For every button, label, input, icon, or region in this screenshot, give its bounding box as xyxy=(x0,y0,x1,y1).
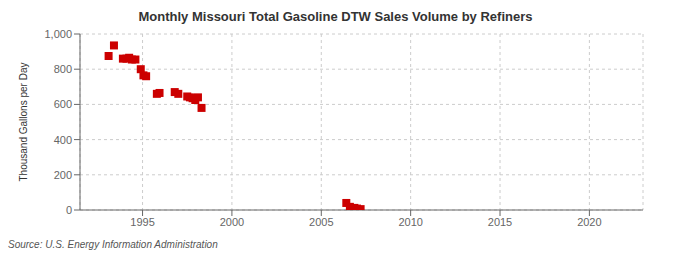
svg-text:2015: 2015 xyxy=(488,216,512,228)
html-text:Monthly Missouri Total Gasolin: Monthly Missouri Total Gasoline DTW Sale… xyxy=(138,9,533,24)
svg-text:2010: 2010 xyxy=(398,216,422,228)
svg-text:200: 200 xyxy=(54,169,72,181)
svg-text:Thousand Gallons per Day: Thousand Gallons per Day xyxy=(18,63,29,182)
svg-text:1995: 1995 xyxy=(130,216,154,228)
svg-text:600: 600 xyxy=(54,98,72,110)
svg-text:2000: 2000 xyxy=(220,216,244,228)
svg-text:400: 400 xyxy=(54,134,72,146)
svg-text:0: 0 xyxy=(66,204,72,216)
svg-text:800: 800 xyxy=(54,63,72,75)
svg-text:2020: 2020 xyxy=(577,216,601,228)
svg-text:1,000: 1,000 xyxy=(44,28,72,40)
html-text:Source: U.S. Energy Informatio: Source: U.S. Energy Information Administ… xyxy=(8,239,218,250)
svg-text:2005: 2005 xyxy=(309,216,333,228)
